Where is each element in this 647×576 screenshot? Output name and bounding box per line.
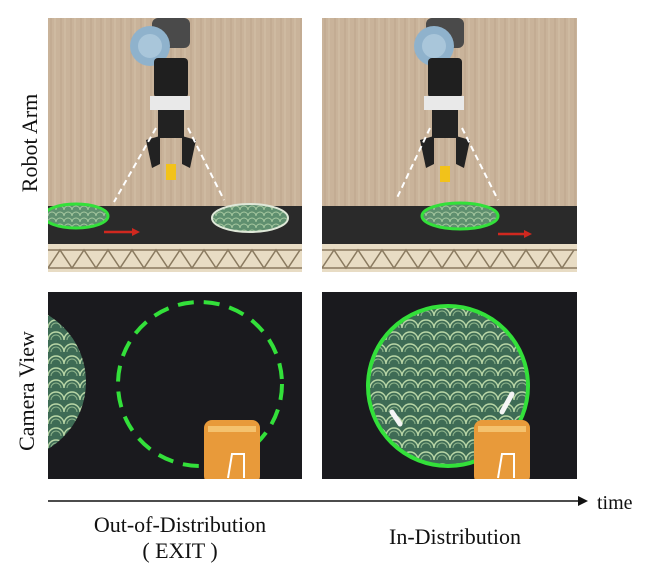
caption-out-of-distribution: Out-of-Distribution ( EXIT ): [60, 512, 300, 564]
caption-ood-line2: ( EXIT ): [142, 538, 218, 563]
robot-arm-photo-ood: [48, 18, 302, 272]
robot-arm-scene-ood: [48, 18, 302, 272]
camera-view-scene-id: [322, 292, 577, 479]
robot-arm-scene-id: [322, 18, 577, 272]
timeline-label: time: [597, 492, 633, 514]
timeline-arrow: [48, 496, 588, 506]
camera-view-scene-ood: [48, 292, 302, 479]
caption-in-distribution: In-Distribution: [389, 524, 521, 549]
camera-view-photo-id: [322, 292, 577, 479]
robot-arm-photo-id: [322, 18, 577, 272]
camera-view-photo-ood: [48, 292, 302, 479]
row-label-robot-arm: Robot Arm: [17, 93, 42, 193]
row-label-camera-view: Camera View: [14, 331, 39, 451]
caption-ood-line1: Out-of-Distribution: [93, 512, 267, 537]
